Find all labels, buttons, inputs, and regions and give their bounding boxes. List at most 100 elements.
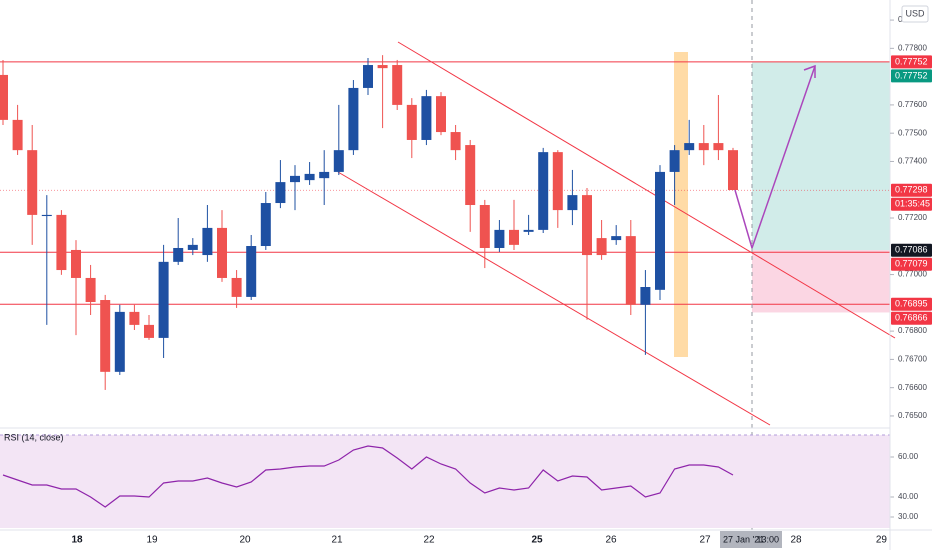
rsi-tick-label: 30.00 [898, 512, 919, 521]
currency: USD [905, 8, 925, 18]
y-tick-label: 0.76700 [898, 355, 927, 364]
candle-body [158, 261, 169, 338]
x-tick-label: 21 [331, 535, 343, 546]
crosshair-date-box [720, 531, 782, 548]
rsi-tick-label: 60.00 [898, 452, 919, 461]
candle-body [669, 150, 680, 172]
candle-body [421, 96, 432, 140]
price-label-box [891, 297, 932, 311]
candle-body [71, 249, 81, 278]
candle-body [713, 143, 724, 151]
candle-body [640, 287, 651, 305]
countdown-box [891, 197, 932, 211]
x-tick-label: 27 [699, 535, 711, 546]
price-label: 0.76895 [895, 299, 928, 309]
candle-body [436, 96, 446, 133]
y-tick-label: 0.76500 [898, 411, 927, 420]
candle-body [611, 236, 622, 241]
candle-body [275, 182, 286, 204]
candle-body [202, 227, 213, 256]
rsi-band [0, 435, 890, 528]
candle-body [144, 324, 154, 338]
candle-body [260, 203, 271, 247]
candle-body [523, 229, 534, 232]
channel-lower [337, 171, 771, 426]
x-tick-label: 25 [531, 535, 543, 546]
candle-body [304, 173, 315, 181]
price-label-box [891, 69, 932, 83]
rsi-line [2, 445, 734, 508]
candle-body [728, 150, 738, 191]
candle-body [377, 65, 388, 69]
crosshair-date: 27 Jan '21 [723, 534, 764, 544]
candle-body [465, 145, 476, 206]
candle-body [494, 229, 505, 248]
rsi-pane: 60.00 40.00 30.00 [0, 434, 919, 528]
candle-body [363, 65, 373, 88]
currency-box [901, 5, 929, 23]
candles [0, 55, 738, 390]
candle-body [173, 247, 184, 262]
candle-body [246, 246, 257, 297]
candle-body [231, 277, 242, 297]
candle-body [567, 195, 578, 211]
rsi-tick-label: 40.00 [898, 492, 919, 501]
price-label-box [891, 311, 932, 325]
candle-body [348, 87, 359, 151]
price-label-box [891, 55, 932, 69]
candle-body [217, 227, 227, 278]
price-label: 0.76866 [895, 313, 928, 323]
position-tool [752, 61, 890, 313]
candle-body [12, 119, 23, 151]
x-tick-label: 26 [605, 535, 617, 546]
x-tick-label: 20 [239, 535, 251, 546]
price-label-box [891, 243, 932, 257]
x-tick-label: 22 [423, 535, 435, 546]
candle-body [85, 277, 96, 302]
price-label: 0.77752 [895, 56, 928, 66]
x-tick-label: 28 [790, 535, 802, 546]
candle-body [655, 171, 665, 290]
price-label: 0.77298 [895, 185, 928, 195]
price-label-box [891, 183, 932, 197]
candle-body [27, 150, 38, 215]
candle-body [290, 175, 300, 183]
profit-zone [752, 61, 890, 251]
candle-body [552, 152, 563, 211]
indicator-title: RSI (14, close) [4, 432, 64, 442]
y-tick-label: 0.77400 [898, 157, 927, 166]
price-label-box [891, 257, 932, 271]
y-tick-label: 0.77800 [898, 43, 927, 52]
y-tick-label: 0.76600 [898, 383, 927, 392]
x-tick-label: 19 [146, 535, 158, 546]
arrow-head [803, 64, 816, 78]
candle-body [319, 171, 330, 179]
candle-body [114, 311, 125, 372]
x-tick-label: 29 [876, 535, 888, 546]
candle-body [100, 300, 111, 372]
y-tick-label: 0.77500 [898, 128, 927, 137]
candle-body [684, 143, 695, 151]
candle-body [582, 195, 592, 256]
candle-body [698, 143, 709, 151]
candle-body [509, 229, 519, 245]
x-tick-label: 18 [71, 535, 83, 546]
candle-body [479, 205, 490, 248]
candle-body [129, 311, 140, 325]
price-label: 0.77086 [895, 245, 928, 255]
candle-body [187, 244, 198, 250]
candle-body [596, 238, 607, 256]
candle-body [0, 74, 8, 120]
channel-upper [397, 41, 896, 339]
y-tick-label: 0.77600 [898, 100, 927, 109]
candle-body [406, 104, 417, 140]
candle-body [333, 150, 344, 172]
candle-body [538, 152, 549, 230]
candle-body [392, 65, 403, 105]
countdown: 01:35:45 [895, 199, 930, 209]
y-tick-label: 0.76800 [898, 326, 927, 335]
crosshair-time: 13:00 [756, 534, 779, 544]
price-label: 0.77752 [895, 70, 928, 80]
